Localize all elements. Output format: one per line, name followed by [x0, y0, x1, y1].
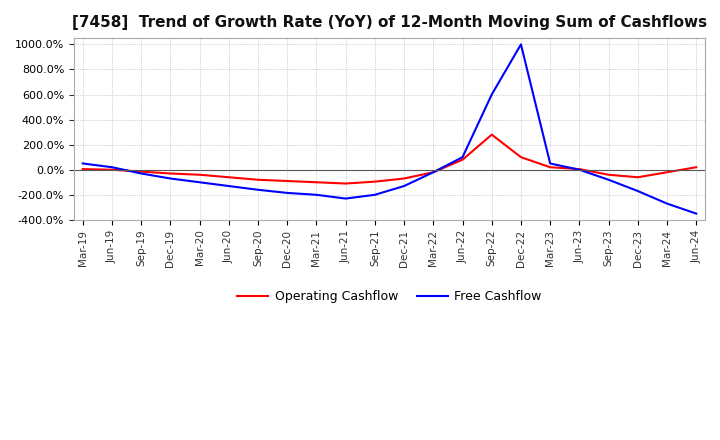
Operating Cashflow	[371, 179, 379, 184]
Operating Cashflow	[78, 166, 87, 172]
Free Cashflow	[137, 171, 145, 176]
Free Cashflow	[225, 183, 233, 189]
Operating Cashflow	[429, 169, 438, 175]
Operating Cashflow	[107, 167, 116, 172]
Operating Cashflow	[575, 166, 584, 172]
Operating Cashflow	[692, 165, 701, 170]
Operating Cashflow	[137, 169, 145, 174]
Operating Cashflow	[662, 169, 671, 175]
Free Cashflow	[341, 196, 350, 201]
Operating Cashflow	[283, 178, 292, 183]
Free Cashflow	[458, 154, 467, 160]
Operating Cashflow	[195, 172, 204, 177]
Legend: Operating Cashflow, Free Cashflow: Operating Cashflow, Free Cashflow	[233, 285, 546, 308]
Free Cashflow	[253, 187, 262, 192]
Operating Cashflow	[225, 175, 233, 180]
Operating Cashflow	[634, 175, 642, 180]
Free Cashflow	[634, 188, 642, 194]
Operating Cashflow	[253, 177, 262, 183]
Free Cashflow	[546, 161, 554, 166]
Free Cashflow	[195, 180, 204, 185]
Free Cashflow	[517, 42, 526, 47]
Free Cashflow	[604, 177, 613, 183]
Operating Cashflow	[400, 176, 408, 181]
Free Cashflow	[487, 92, 496, 97]
Operating Cashflow	[458, 157, 467, 162]
Free Cashflow	[283, 190, 292, 195]
Operating Cashflow	[312, 180, 321, 185]
Free Cashflow	[575, 167, 584, 172]
Operating Cashflow	[546, 165, 554, 170]
Operating Cashflow	[487, 132, 496, 137]
Operating Cashflow	[517, 154, 526, 160]
Title: [7458]  Trend of Growth Rate (YoY) of 12-Month Moving Sum of Cashflows: [7458] Trend of Growth Rate (YoY) of 12-…	[72, 15, 707, 30]
Free Cashflow	[429, 169, 438, 175]
Operating Cashflow	[604, 172, 613, 177]
Free Cashflow	[312, 192, 321, 198]
Free Cashflow	[692, 211, 701, 216]
Free Cashflow	[166, 176, 175, 181]
Operating Cashflow	[166, 171, 175, 176]
Line: Operating Cashflow: Operating Cashflow	[83, 135, 696, 183]
Free Cashflow	[371, 192, 379, 198]
Free Cashflow	[107, 165, 116, 170]
Line: Free Cashflow: Free Cashflow	[83, 44, 696, 213]
Free Cashflow	[78, 161, 87, 166]
Free Cashflow	[662, 201, 671, 206]
Free Cashflow	[400, 183, 408, 189]
Operating Cashflow	[341, 181, 350, 186]
